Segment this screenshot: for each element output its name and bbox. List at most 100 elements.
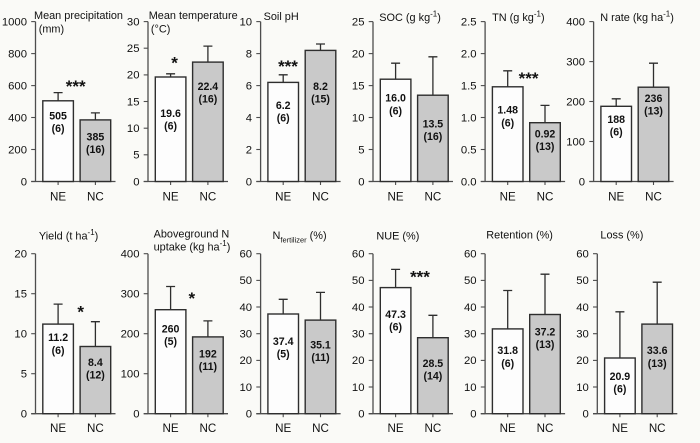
svg-text:NC: NC bbox=[312, 422, 329, 435]
svg-text:60: 60 bbox=[240, 249, 253, 261]
svg-text:NC: NC bbox=[200, 190, 217, 203]
svg-text:10: 10 bbox=[352, 112, 365, 124]
svg-text:(16): (16) bbox=[198, 94, 217, 106]
svg-text:188: 188 bbox=[607, 114, 625, 126]
svg-text:NC: NC bbox=[200, 422, 217, 435]
svg-text:Loss (%): Loss (%) bbox=[600, 230, 643, 242]
svg-text:NC: NC bbox=[649, 422, 666, 435]
svg-text:33.6: 33.6 bbox=[647, 345, 668, 357]
svg-text:40: 40 bbox=[352, 302, 365, 314]
svg-text:5: 5 bbox=[358, 144, 364, 156]
svg-text:Aboveground N: Aboveground N bbox=[154, 229, 230, 241]
svg-text:400: 400 bbox=[121, 249, 140, 261]
svg-text:(6): (6) bbox=[501, 358, 514, 370]
svg-text:2.0: 2.0 bbox=[461, 48, 477, 60]
svg-text:15: 15 bbox=[352, 80, 365, 92]
svg-text:(16): (16) bbox=[423, 131, 442, 143]
svg-text:385: 385 bbox=[87, 131, 105, 143]
svg-text:100: 100 bbox=[566, 136, 585, 148]
svg-text:0: 0 bbox=[21, 409, 27, 421]
svg-text:NE: NE bbox=[500, 422, 516, 435]
svg-text:15: 15 bbox=[127, 96, 140, 108]
svg-text:20: 20 bbox=[352, 48, 365, 60]
svg-text:(13): (13) bbox=[536, 339, 555, 351]
svg-text:(13): (13) bbox=[536, 141, 555, 153]
svg-text:0: 0 bbox=[246, 409, 252, 421]
svg-text:NUE (%): NUE (%) bbox=[376, 230, 419, 242]
svg-text:NC: NC bbox=[425, 190, 442, 203]
svg-text:2: 2 bbox=[246, 144, 252, 156]
svg-text:20: 20 bbox=[352, 355, 365, 367]
svg-text:(11): (11) bbox=[311, 352, 329, 364]
svg-text:60: 60 bbox=[464, 249, 477, 261]
svg-text:0: 0 bbox=[470, 409, 476, 421]
svg-text:***: *** bbox=[519, 69, 539, 88]
svg-text:NC: NC bbox=[537, 190, 554, 203]
svg-text:8.2: 8.2 bbox=[313, 81, 328, 93]
svg-text:2.5: 2.5 bbox=[461, 16, 477, 28]
svg-text:(6): (6) bbox=[610, 127, 623, 139]
svg-text:NE: NE bbox=[163, 190, 179, 203]
svg-text:(5): (5) bbox=[277, 349, 290, 361]
svg-text:25: 25 bbox=[127, 43, 140, 55]
svg-text:*: * bbox=[171, 54, 178, 73]
svg-text:NE: NE bbox=[388, 190, 404, 203]
svg-text:NC: NC bbox=[537, 422, 554, 435]
svg-text:0: 0 bbox=[579, 176, 585, 188]
svg-text:0: 0 bbox=[21, 176, 27, 188]
svg-text:30: 30 bbox=[127, 16, 140, 28]
svg-text:30: 30 bbox=[576, 329, 589, 341]
svg-text:20.9: 20.9 bbox=[610, 371, 631, 383]
svg-text:4: 4 bbox=[246, 112, 252, 124]
svg-text:0.0: 0.0 bbox=[461, 176, 477, 188]
svg-text:5: 5 bbox=[133, 150, 139, 162]
svg-text:0.92: 0.92 bbox=[535, 128, 556, 140]
svg-text:1.5: 1.5 bbox=[461, 80, 477, 92]
svg-text:0.5: 0.5 bbox=[461, 144, 477, 156]
svg-text:13.5: 13.5 bbox=[423, 119, 444, 131]
svg-text:10: 10 bbox=[576, 382, 589, 394]
svg-text:(14): (14) bbox=[423, 371, 442, 383]
svg-text:300: 300 bbox=[566, 56, 585, 68]
svg-text:10: 10 bbox=[352, 382, 365, 394]
svg-text:*: * bbox=[77, 302, 84, 321]
svg-text:800: 800 bbox=[8, 48, 27, 60]
svg-text:19.6: 19.6 bbox=[160, 108, 181, 120]
svg-text:30: 30 bbox=[240, 329, 253, 341]
svg-text:(6): (6) bbox=[613, 384, 626, 396]
svg-text:0: 0 bbox=[358, 176, 364, 188]
svg-text:200: 200 bbox=[8, 144, 27, 156]
svg-text:***: *** bbox=[66, 77, 86, 96]
svg-text:600: 600 bbox=[8, 80, 27, 92]
svg-text:8: 8 bbox=[246, 48, 252, 60]
svg-text:Retention (%): Retention (%) bbox=[486, 230, 553, 242]
svg-text:Yield (t ha-1​): Yield (t ha-1​) bbox=[39, 228, 98, 243]
svg-text:0: 0 bbox=[246, 176, 252, 188]
svg-text:6.2: 6.2 bbox=[276, 100, 291, 112]
svg-text:50: 50 bbox=[240, 275, 253, 287]
svg-text:(mm): (mm) bbox=[39, 23, 64, 35]
svg-text:0: 0 bbox=[358, 409, 364, 421]
svg-text:60: 60 bbox=[352, 249, 365, 261]
svg-text:37.4: 37.4 bbox=[273, 336, 294, 348]
svg-text:60: 60 bbox=[576, 249, 589, 261]
svg-text:(12): (12) bbox=[86, 370, 105, 382]
svg-text:(6): (6) bbox=[501, 117, 514, 129]
svg-text:NC: NC bbox=[87, 190, 104, 203]
svg-text:NE: NE bbox=[612, 422, 628, 435]
svg-text:(13): (13) bbox=[648, 358, 667, 370]
svg-text:10: 10 bbox=[464, 382, 477, 394]
svg-text:35.1: 35.1 bbox=[310, 339, 331, 351]
svg-text:1000: 1000 bbox=[2, 16, 27, 28]
svg-text:20: 20 bbox=[240, 355, 253, 367]
svg-text:(6): (6) bbox=[389, 105, 402, 117]
svg-text:*: * bbox=[188, 289, 195, 308]
svg-text:NE: NE bbox=[50, 190, 66, 203]
svg-text:NE: NE bbox=[50, 422, 66, 435]
svg-text:(16): (16) bbox=[86, 144, 105, 156]
svg-text:16.0: 16.0 bbox=[385, 93, 406, 105]
svg-text:(11): (11) bbox=[199, 361, 217, 373]
svg-text:192: 192 bbox=[199, 349, 217, 361]
svg-text:(6): (6) bbox=[277, 113, 290, 125]
svg-text:30: 30 bbox=[464, 329, 477, 341]
